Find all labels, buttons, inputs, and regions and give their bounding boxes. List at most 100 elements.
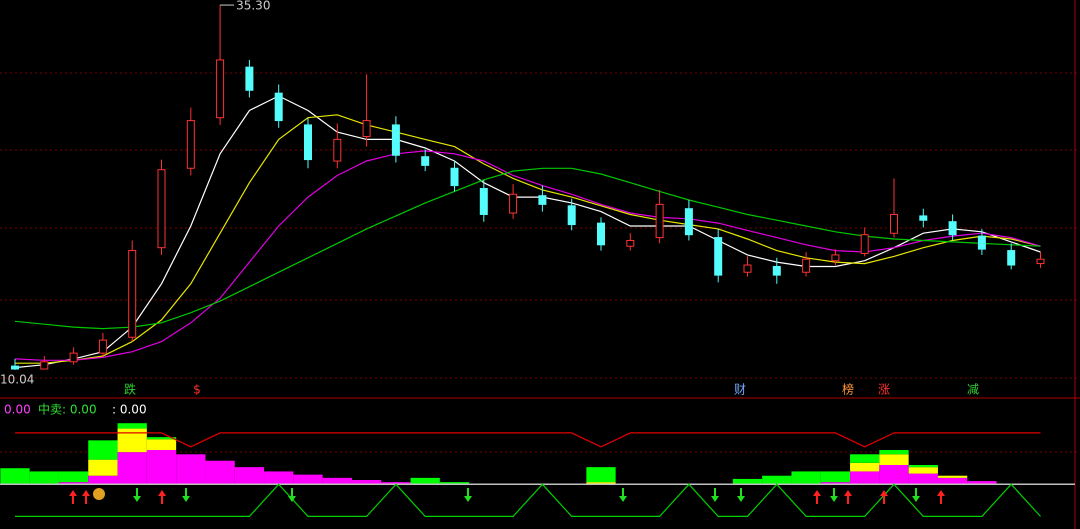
stack-bar (205, 460, 235, 485)
stack-bar (908, 473, 938, 485)
stack-bar (791, 471, 821, 485)
candle-body (333, 138, 342, 162)
candle-body (1007, 250, 1016, 266)
sell-arrow (133, 488, 141, 502)
stack-bar (850, 462, 880, 472)
candle-body (802, 258, 811, 273)
candle-body (655, 203, 664, 239)
event-marker: 榜 (842, 382, 854, 397)
candle-body (157, 169, 166, 249)
stack-bar (879, 465, 909, 485)
stack-bar (88, 475, 118, 485)
buy-arrow (813, 490, 821, 504)
stack-bar (58, 482, 89, 485)
stack-bar (410, 477, 440, 485)
candle-body (391, 124, 400, 156)
stack-bar (88, 459, 118, 476)
stack-bar (586, 482, 616, 485)
candle-body (948, 221, 957, 236)
candle-body (890, 213, 898, 234)
stack-bar (293, 474, 323, 485)
candle-body (772, 265, 781, 276)
smiley (93, 488, 105, 500)
buy-arrow (82, 490, 90, 504)
candle-body (362, 120, 371, 137)
sell-arrow (619, 488, 627, 502)
ma-line (14, 167, 1041, 330)
stack-bar (176, 454, 206, 485)
min-label: 10.04 (0, 372, 34, 386)
candle-body (1036, 258, 1045, 265)
candle-body (128, 250, 137, 338)
candle-body (304, 124, 312, 161)
stack-bar (850, 454, 880, 463)
candle-body (479, 187, 488, 215)
stack-bar (820, 482, 851, 485)
sell-arrow (737, 488, 745, 502)
candle-body (743, 264, 752, 273)
buy-arrow (69, 490, 77, 504)
stack-bar (381, 482, 411, 485)
signal-line (15, 432, 1041, 448)
stack-bar (732, 478, 763, 485)
candle-body (421, 156, 430, 166)
stack-bar (146, 439, 177, 450)
stack-bar (29, 471, 59, 485)
candle-body (714, 237, 723, 276)
stack-bar (117, 452, 147, 485)
candle-body (538, 195, 547, 205)
candle-body (509, 193, 518, 214)
stack-bar (146, 437, 177, 440)
stack-bar (820, 471, 851, 483)
stack-bar (439, 482, 470, 485)
grid-decor (0, 72, 1080, 453)
candle-body (919, 215, 928, 221)
stack-bar (762, 475, 792, 485)
candle-body (450, 167, 459, 187)
candle-body (69, 352, 78, 363)
stack-bar (264, 471, 294, 485)
sell-arrow (464, 488, 472, 502)
candle-body (684, 208, 693, 236)
stack-bar (351, 480, 382, 485)
signal-line (15, 483, 1041, 517)
stack-bar (117, 423, 147, 429)
event-marker: 涨 (878, 382, 890, 397)
event-marker: 减 (967, 383, 979, 397)
stack-bar (146, 450, 177, 485)
stack-bar (88, 440, 118, 460)
stack-bar (0, 468, 30, 485)
event-marker: 财 (734, 383, 746, 397)
candle-body (216, 59, 225, 119)
ma-line (14, 150, 1041, 361)
stack-bar (850, 471, 880, 485)
max-label: 35.30 (236, 0, 270, 13)
stack-bar (322, 477, 352, 485)
stack-bar (117, 428, 147, 453)
candle-body (245, 66, 254, 91)
indicator-label: 中卖: 0.00 (38, 402, 97, 417)
indicator-label: : 0.00 (112, 403, 147, 417)
candle-body (860, 234, 869, 254)
candle-body (186, 120, 195, 169)
candle-body (626, 239, 635, 247)
sell-arrow (711, 488, 719, 502)
sell-arrow (830, 488, 838, 502)
candle-body (11, 365, 19, 370)
sell-arrow (288, 488, 296, 502)
stack-bar (937, 477, 968, 485)
candle-body (40, 361, 49, 370)
buy-arrow (880, 490, 888, 504)
stack-bar (937, 475, 968, 478)
stack-bar (879, 450, 909, 455)
ma-line (14, 95, 1041, 369)
event-marker: $ (193, 383, 201, 397)
sell-arrow (912, 488, 920, 502)
candle-body (274, 92, 283, 122)
candle-body (98, 339, 107, 354)
buy-arrow (937, 490, 945, 504)
event-marker: 跌 (124, 382, 136, 397)
candle-body (831, 254, 840, 262)
